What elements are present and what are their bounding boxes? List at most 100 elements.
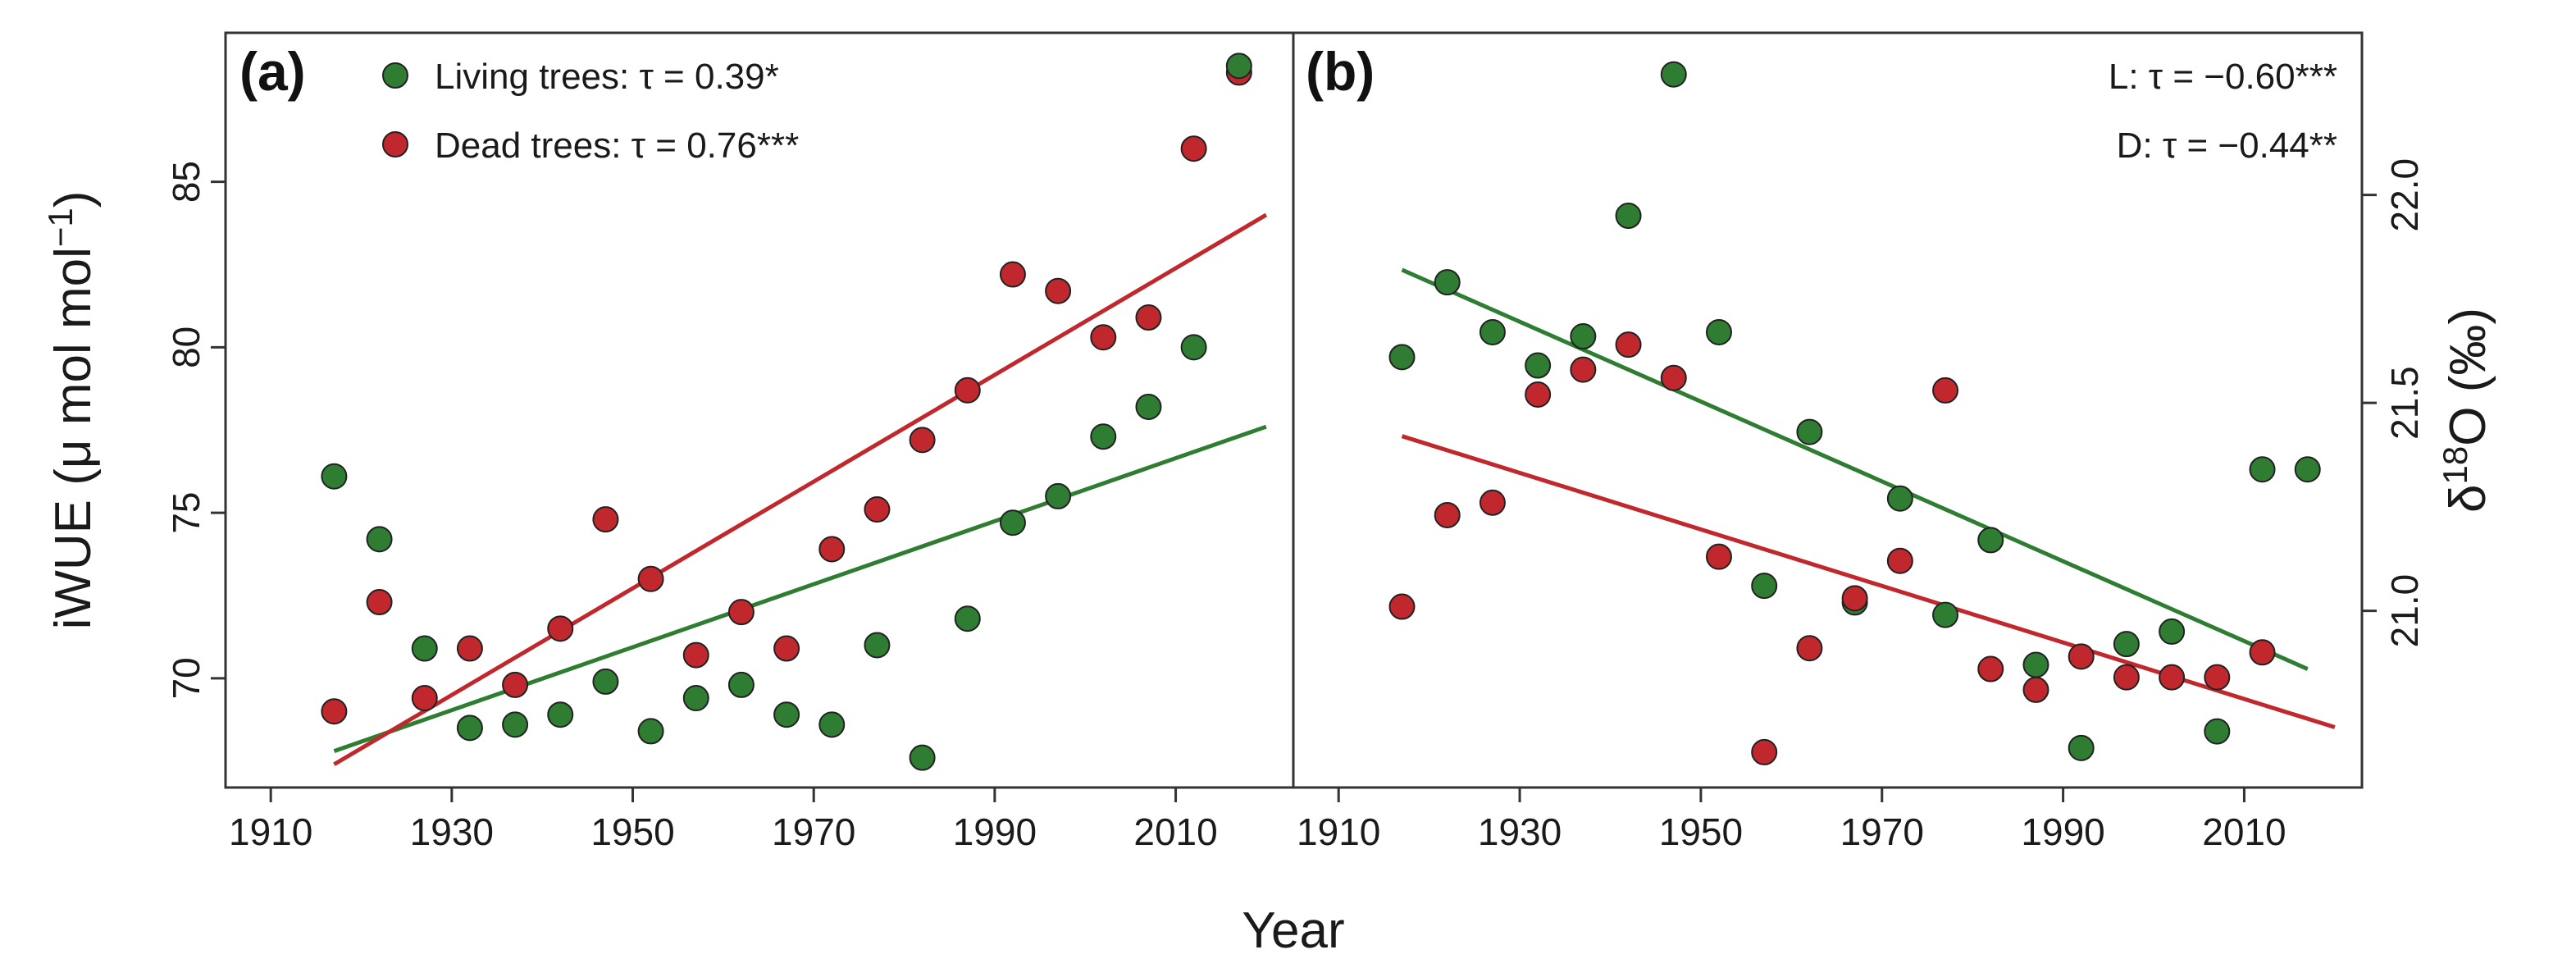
point-dead-a: [818, 536, 846, 563]
legend-dead-label: Dead trees: τ = 0.76***: [435, 126, 799, 166]
point-living-b: [1886, 485, 1913, 512]
x-tick-label-b: 1950: [1659, 810, 1743, 853]
point-dead-a: [954, 377, 981, 404]
point-dead-a: [502, 671, 529, 698]
panel-a-legend: Living trees: τ = 0.39* Dead trees: τ = …: [382, 57, 799, 166]
point-dead-b: [1796, 635, 1823, 662]
point-living-b: [1525, 352, 1552, 379]
point-dead-b: [1388, 593, 1416, 620]
y-tick-label-b: 21.5: [2383, 366, 2426, 440]
point-dead-b: [1977, 655, 2004, 683]
x-tick-label-a: 1930: [410, 810, 494, 853]
point-dead-b: [1841, 585, 1868, 612]
panel-a-y-axis: 70 75 80 85: [165, 161, 226, 699]
point-dead-b: [1525, 381, 1552, 408]
panel-b-frame: [1292, 31, 2364, 789]
y-tick-label-a: 70: [165, 657, 207, 699]
point-living-b: [1660, 61, 1687, 88]
x-tick-label-b: 1910: [1297, 810, 1380, 853]
point-dead-b: [1886, 547, 1913, 574]
point-living-a: [1045, 482, 1072, 509]
point-dead-a: [411, 685, 438, 712]
point-dead-a: [321, 698, 348, 725]
point-dead-a: [366, 589, 393, 616]
point-living-a: [1180, 334, 1207, 361]
point-living-b: [1479, 318, 1506, 345]
annotation-living-tau: L: τ = −0.60***: [2109, 57, 2337, 97]
point-dead-a: [864, 496, 891, 523]
point-dead-b: [2159, 664, 2186, 691]
point-living-b: [1388, 344, 1416, 371]
point-living-b: [2294, 456, 2321, 483]
x-tick-label-a: 1950: [590, 810, 674, 853]
point-dead-b: [1479, 489, 1506, 516]
y-axis-title-iwue: iWUE (μ mol mol−1): [41, 191, 102, 630]
point-living-a: [864, 632, 891, 659]
x-tick-label-a: 1970: [772, 810, 855, 853]
point-dead-b: [1751, 738, 1778, 765]
point-living-b: [2022, 651, 2049, 678]
point-dead-a: [547, 615, 574, 642]
trend-line-living-a: [333, 424, 1267, 753]
x-axis-title: Year: [1242, 902, 1344, 959]
point-dead-b: [1932, 377, 1959, 404]
x-tick-label-a: 1990: [953, 810, 1037, 853]
point-dead-a: [637, 565, 664, 592]
point-dead-a: [592, 506, 619, 533]
y-tick-label-a: 85: [165, 161, 207, 203]
point-dead-b: [2204, 664, 2231, 691]
point-living-a: [818, 711, 846, 738]
point-living-a: [456, 714, 483, 742]
point-living-b: [1615, 203, 1642, 230]
point-dead-b: [2113, 664, 2140, 691]
point-dead-b: [1434, 501, 1461, 528]
legend-living-marker: [382, 62, 408, 89]
panel-b-points: [1388, 61, 2321, 765]
point-living-a: [1225, 53, 1252, 80]
point-living-b: [1977, 527, 2004, 554]
point-dead-a: [456, 635, 483, 662]
point-dead-a: [1135, 304, 1162, 331]
point-living-a: [502, 711, 529, 738]
x-tick-label-b: 1990: [2021, 810, 2104, 853]
panel-b: 1910 1930 1950 1970 1990 2010 21.0 21.5 22.0 (b…: [1292, 31, 2496, 853]
point-living-b: [2204, 718, 2231, 745]
point-living-a: [909, 744, 936, 771]
x-tick-label-a: 2010: [1133, 810, 1217, 853]
point-living-a: [592, 668, 619, 695]
point-living-a: [1135, 393, 1162, 420]
point-dead-b: [1570, 356, 1597, 383]
panel-a-points: [321, 53, 1252, 771]
point-living-b: [1705, 318, 1732, 345]
point-living-b: [1434, 269, 1461, 296]
panel-a-trend-lines: [333, 212, 1268, 766]
point-dead-b: [1615, 331, 1642, 358]
point-dead-a: [909, 427, 936, 454]
annotation-dead-tau: D: τ = −0.44**: [2117, 126, 2337, 166]
point-living-b: [1751, 573, 1778, 600]
y-tick-label-a: 75: [165, 492, 207, 534]
point-living-a: [999, 509, 1026, 536]
point-living-a: [411, 635, 438, 662]
point-dead-a: [682, 641, 709, 669]
trend-line-dead-a: [333, 212, 1268, 766]
panel-b-y-axis: 21.0 21.5 22.0: [2362, 158, 2426, 647]
point-living-b: [2249, 456, 2276, 483]
point-dead-a: [773, 635, 800, 662]
point-living-a: [547, 701, 574, 728]
point-living-b: [1570, 323, 1597, 350]
trend-line-living-b: [1401, 267, 2309, 671]
y-tick-label-b: 21.0: [2383, 574, 2426, 648]
y-axis-title-d18o: δ18O (‰): [2436, 308, 2496, 513]
panel-a: 1910 1930 1950 1970 1990 2010 70 75 80 85 (a) Li…: [41, 31, 1295, 853]
legend-living-label: Living trees: τ = 0.39*: [435, 57, 779, 97]
panel-b-x-axis: 1910 1930 1950 1970 1990 2010: [1297, 788, 2286, 853]
x-tick-label-a: 1910: [229, 810, 312, 853]
point-living-b: [2113, 631, 2140, 658]
point-dead-b: [2022, 676, 2049, 703]
panel-b-label: (b): [1306, 41, 1375, 102]
y-tick-label-b: 22.0: [2383, 158, 2426, 232]
point-dead-a: [727, 599, 755, 626]
point-living-b: [2068, 734, 2095, 761]
